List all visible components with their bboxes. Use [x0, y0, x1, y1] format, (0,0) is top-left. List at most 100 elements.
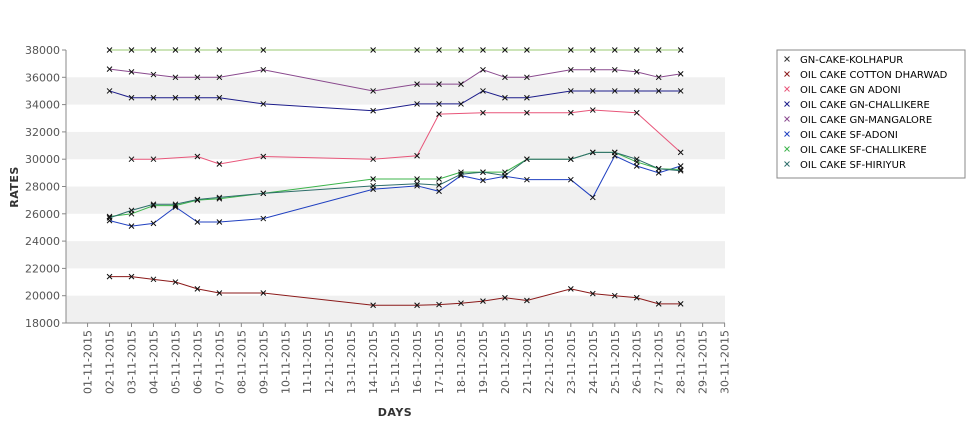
data-point [633, 163, 640, 169]
data-point [567, 66, 574, 73]
data-point [172, 279, 179, 285]
x-tick-label: 18-11-2015 [455, 330, 468, 394]
x-tick-label: 14-11-2015 [367, 330, 380, 394]
y-tick-label: 28000 [25, 181, 60, 194]
data-point [194, 153, 201, 160]
data-point [436, 47, 442, 53]
x-tick-label: 06-11-2015 [191, 330, 204, 394]
series-oil-cake-cotton-dharwad [106, 273, 684, 309]
data-point [370, 156, 376, 163]
legend-marker [784, 71, 790, 77]
x-tick-label: 29-11-2015 [697, 330, 710, 394]
y-tick-label: 38000 [25, 44, 60, 57]
grid-band [66, 241, 725, 269]
legend-marker [784, 161, 790, 167]
data-point [436, 101, 442, 107]
data-point [589, 194, 596, 201]
data-point [172, 74, 179, 81]
data-point [216, 194, 223, 201]
x-tick-label: 13-11-2015 [345, 330, 358, 394]
legend-marker [784, 101, 790, 107]
data-point [567, 176, 574, 183]
data-point [128, 156, 135, 163]
data-point [458, 47, 464, 53]
data-point [216, 47, 223, 53]
x-tick-label: 05-11-2015 [169, 330, 182, 394]
data-point [436, 176, 442, 182]
data-point [611, 66, 618, 73]
grid-bands [66, 77, 725, 323]
series-line [109, 151, 681, 219]
data-point [370, 107, 376, 114]
series-oil-cake-sf-hiriyur [106, 149, 684, 221]
data-point [589, 66, 596, 73]
data-point [150, 156, 157, 163]
x-tick-label: 15-11-2015 [389, 330, 402, 394]
data-point [655, 47, 662, 53]
data-point [216, 94, 223, 101]
grid-band [66, 186, 725, 214]
data-point [480, 47, 486, 53]
data-point [150, 47, 157, 53]
data-point [436, 301, 442, 308]
x-tick-label: 25-11-2015 [609, 330, 622, 394]
legend-box [776, 49, 966, 179]
data-point [172, 201, 179, 208]
data-point [194, 74, 201, 81]
x-tick-label: 11-11-2015 [301, 330, 314, 394]
legend-item: OIL CAKE GN-MANGALORE [784, 115, 932, 126]
data-point [150, 276, 157, 283]
data-point [524, 94, 530, 101]
y-tick-label: 22000 [25, 262, 60, 275]
data-point [194, 47, 201, 53]
x-tick-label: 28-11-2015 [675, 330, 688, 394]
data-point [150, 71, 157, 78]
data-point [502, 172, 508, 179]
x-tick-label: 23-11-2015 [565, 330, 578, 394]
data-point [589, 107, 596, 113]
data-point [194, 219, 201, 225]
data-point [436, 182, 442, 188]
data-point [480, 109, 486, 116]
x-tick-label: 24-11-2015 [587, 330, 600, 394]
series-oil-cake-gn-challikere [106, 88, 684, 114]
x-tick-label: 27-11-2015 [653, 330, 666, 394]
series-line [109, 90, 681, 112]
legend-item: OIL CAKE GN-CHALLIKERE [784, 100, 930, 111]
legend-label: OIL CAKE GN ADONI [800, 85, 901, 96]
data-point [260, 47, 267, 53]
data-point [370, 47, 376, 53]
data-point [611, 149, 618, 156]
x-tick-label: 30-11-2015 [719, 330, 732, 394]
data-point [611, 88, 618, 94]
data-point [260, 153, 267, 160]
data-point [106, 47, 113, 53]
data-point [260, 101, 267, 107]
data-point [524, 176, 530, 183]
data-point [172, 47, 179, 53]
legend-item: OIL CAKE GN ADONI [784, 85, 901, 96]
data-point [655, 88, 662, 94]
data-point [128, 47, 135, 53]
data-point [524, 297, 530, 304]
data-point [502, 47, 508, 53]
y-tick-label: 36000 [25, 71, 60, 84]
y-tick-label: 30000 [25, 153, 60, 166]
data-point [172, 94, 179, 101]
data-point [370, 88, 376, 94]
data-point [370, 182, 376, 189]
data-point [655, 301, 662, 307]
data-point [106, 88, 113, 94]
data-point [128, 94, 135, 101]
data-point [480, 177, 486, 184]
data-point [677, 149, 684, 156]
x-tick-label: 01-11-2015 [82, 330, 95, 394]
data-point [480, 298, 486, 305]
data-point [436, 111, 442, 118]
x-tick-label: 17-11-2015 [433, 330, 446, 394]
data-point [216, 74, 223, 81]
legend-label: GN-CAKE-KOLHAPUR [800, 55, 903, 66]
grid-band [66, 295, 725, 323]
data-point [611, 47, 618, 53]
y-tick-label: 18000 [25, 317, 60, 330]
